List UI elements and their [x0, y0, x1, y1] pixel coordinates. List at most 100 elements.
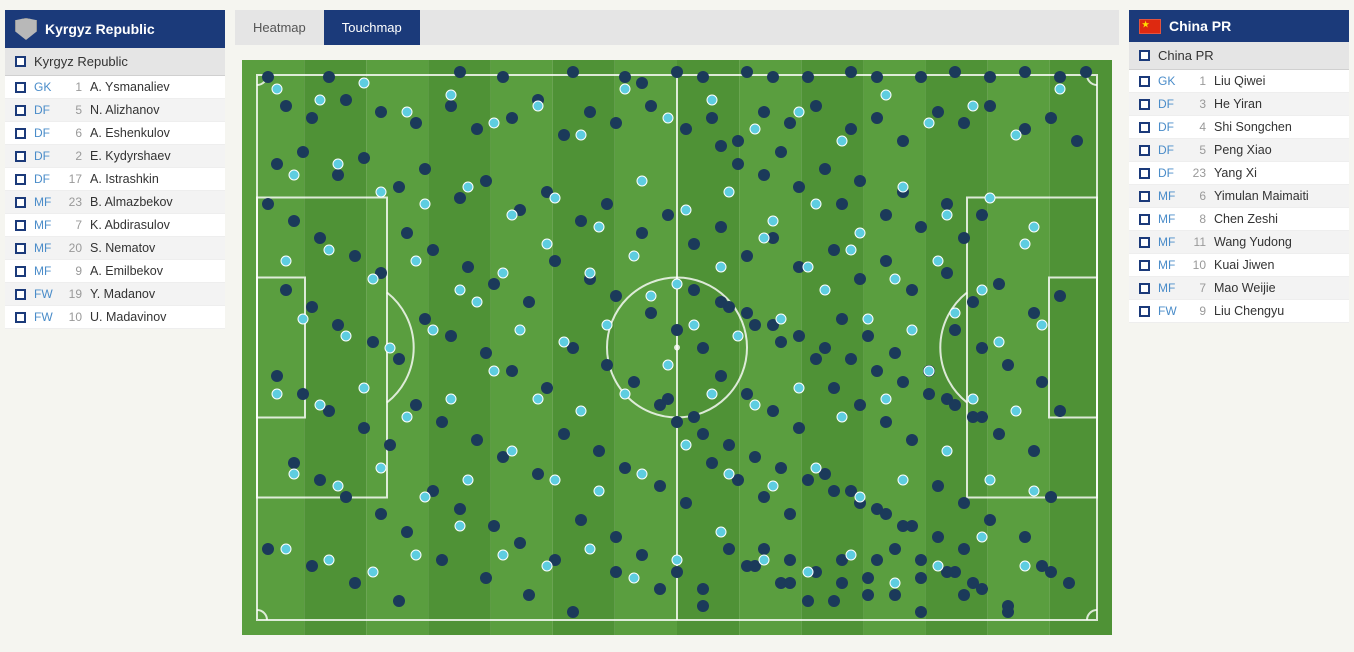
touch-point — [811, 463, 822, 474]
player-position: MF — [1158, 212, 1180, 226]
touch-point — [619, 71, 631, 83]
touch-point — [332, 169, 344, 181]
touch-point — [376, 463, 387, 474]
touch-point — [663, 359, 674, 370]
touch-point — [349, 577, 361, 589]
touch-point — [680, 497, 692, 509]
player-row[interactable]: MF20S. Nematov — [5, 237, 225, 260]
touch-point — [471, 123, 483, 135]
touch-point — [985, 193, 996, 204]
touch-point — [315, 400, 326, 411]
player-number: 1 — [64, 80, 82, 94]
player-row[interactable]: MF7K. Abdirasulov — [5, 214, 225, 237]
touch-point — [393, 595, 405, 607]
touch-point — [601, 198, 613, 210]
tab-heatmap[interactable]: Heatmap — [235, 10, 324, 45]
player-row[interactable]: DF4Shi Songchen — [1129, 116, 1349, 139]
player-row[interactable]: MF23B. Almazbekov — [5, 191, 225, 214]
player-row[interactable]: MF8Chen Zeshi — [1129, 208, 1349, 231]
touch-point — [341, 331, 352, 342]
player-row[interactable]: DF17A. Istrashkin — [5, 168, 225, 191]
touch-point — [880, 89, 891, 100]
touch-point — [976, 285, 987, 296]
player-row[interactable]: DF6A. Eshenkulov — [5, 122, 225, 145]
square-icon — [15, 312, 26, 323]
touch-point — [967, 577, 979, 589]
player-number: 19 — [64, 287, 82, 301]
touch-point — [324, 555, 335, 566]
touch-point — [1037, 319, 1048, 330]
touch-point — [1054, 290, 1066, 302]
touch-point — [845, 66, 857, 78]
player-row[interactable]: MF9A. Emilbekov — [5, 260, 225, 283]
touch-point — [706, 457, 718, 469]
touch-point — [941, 267, 953, 279]
player-row[interactable]: MF7Mao Weijie — [1129, 277, 1349, 300]
touch-point — [672, 555, 683, 566]
right-team-subheader[interactable]: China PR — [1129, 42, 1349, 70]
touch-point — [706, 95, 717, 106]
tab-touchmap[interactable]: Touchmap — [324, 10, 420, 45]
touch-point — [498, 549, 509, 560]
player-name: Peng Xiao — [1214, 143, 1339, 157]
touch-point — [958, 543, 970, 555]
player-name: Liu Chengyu — [1214, 304, 1339, 318]
touch-point — [280, 100, 292, 112]
square-icon — [1139, 50, 1150, 61]
touch-point — [1020, 239, 1031, 250]
player-position: FW — [34, 287, 56, 301]
player-row[interactable]: FW10U. Madavinov — [5, 306, 225, 329]
touch-point — [663, 112, 674, 123]
touch-point — [889, 578, 900, 589]
touch-point — [784, 554, 796, 566]
touch-point — [480, 175, 492, 187]
touch-point — [401, 526, 413, 538]
touch-point — [958, 589, 970, 601]
left-team-subheader[interactable]: Kyrgyz Republic — [5, 48, 225, 76]
touch-point — [645, 307, 657, 319]
touch-point — [793, 382, 804, 393]
touch-point — [898, 474, 909, 485]
square-icon — [1139, 122, 1150, 133]
touch-point — [454, 66, 466, 78]
touch-point — [671, 416, 683, 428]
player-number: 11 — [1188, 235, 1206, 249]
touch-point — [923, 388, 935, 400]
touch-point — [1028, 486, 1039, 497]
touch-point — [897, 376, 909, 388]
touch-point — [480, 347, 492, 359]
touch-point — [324, 244, 335, 255]
player-row[interactable]: GK1A. Ysmanaliev — [5, 76, 225, 99]
player-row[interactable]: GK1Liu Qiwei — [1129, 70, 1349, 93]
touch-point — [984, 100, 996, 112]
touch-point — [419, 313, 431, 325]
touch-point — [715, 140, 727, 152]
touch-point — [506, 365, 518, 377]
touch-point — [1028, 307, 1040, 319]
player-row[interactable]: FW19Y. Madanov — [5, 283, 225, 306]
touch-point — [585, 267, 596, 278]
touch-point — [471, 296, 482, 307]
touch-point — [758, 169, 770, 181]
right-player-list: GK1Liu QiweiDF3He YiranDF4Shi SongchenDF… — [1129, 70, 1349, 323]
player-row[interactable]: MF11Wang Yudong — [1129, 231, 1349, 254]
player-row[interactable]: FW9Liu Chengyu — [1129, 300, 1349, 323]
touch-point — [541, 382, 553, 394]
player-row[interactable]: MF6Yimulan Maimaiti — [1129, 185, 1349, 208]
touch-point — [532, 394, 543, 405]
player-row[interactable]: MF10Kuai Jiwen — [1129, 254, 1349, 277]
player-name: B. Almazbekov — [90, 195, 215, 209]
player-row[interactable]: DF3He Yiran — [1129, 93, 1349, 116]
touch-point — [1063, 577, 1075, 589]
touch-point — [584, 106, 596, 118]
touch-point — [271, 83, 282, 94]
square-icon — [15, 266, 26, 277]
player-row[interactable]: DF23Yang Xi — [1129, 162, 1349, 185]
touch-point — [993, 336, 1004, 347]
player-row[interactable]: DF5Peng Xiao — [1129, 139, 1349, 162]
player-row[interactable]: DF2E. Kydyrshaev — [5, 145, 225, 168]
touch-point — [688, 411, 700, 423]
player-row[interactable]: DF5N. Alizhanov — [5, 99, 225, 122]
touch-point — [323, 71, 335, 83]
player-number: 3 — [1188, 97, 1206, 111]
